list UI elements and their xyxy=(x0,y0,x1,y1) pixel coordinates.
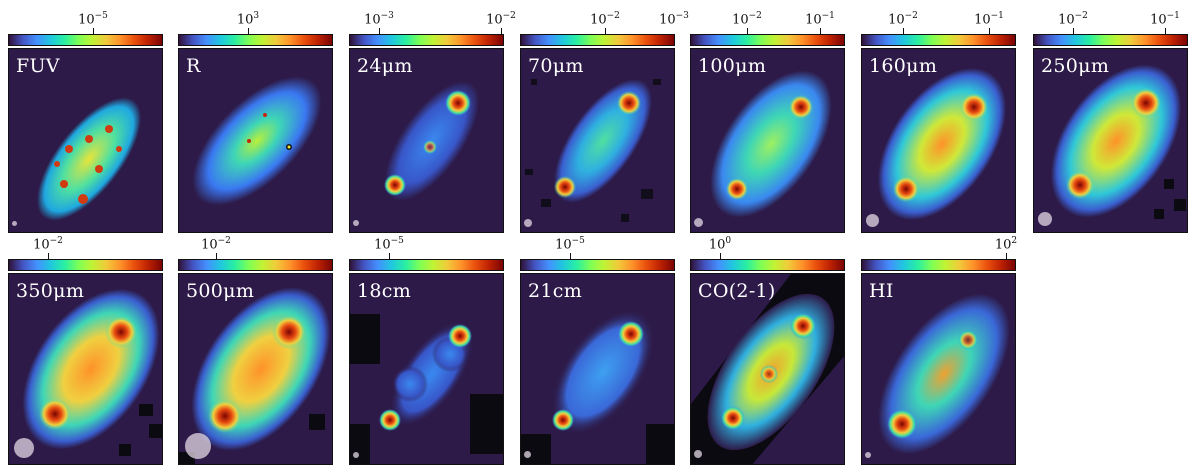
beam-circle xyxy=(353,452,359,458)
colorbar-tick-label: 10−1 xyxy=(805,11,835,28)
colorbar-tick-label: 100 xyxy=(708,236,732,253)
colorbar-tick-label: 10−3 xyxy=(659,11,689,28)
panel-100um: 10−2 10−1 100μm xyxy=(690,8,845,233)
emission-map: FUV xyxy=(8,48,163,233)
colorbar-tick-label: 10−2 xyxy=(1058,11,1088,28)
colorbar-ticks: 10−2 10−1 xyxy=(690,8,845,34)
emission-map: 24μm xyxy=(349,48,504,233)
colorbar-tick-label: 10−5 xyxy=(555,236,585,253)
colorbar-tick-label: 10−2 xyxy=(201,236,231,253)
emission-map: 160μm xyxy=(861,48,1016,233)
band-label: 18cm xyxy=(357,280,412,302)
beam-circle xyxy=(866,214,879,227)
colorbar-ticks: 102 xyxy=(861,233,1018,259)
band-label: R xyxy=(186,55,201,77)
emission-map: CO(2-1) xyxy=(690,273,845,465)
emission-map: 100μm xyxy=(690,48,845,233)
band-label: HI xyxy=(869,280,894,302)
colorbar-tick-label: 10−3 xyxy=(364,11,394,28)
colorbar-ticks: 10−3 10−2 xyxy=(349,8,516,34)
panel-21cm: 10−5 21cm xyxy=(520,233,675,465)
colorbar xyxy=(178,259,333,271)
colorbar xyxy=(349,259,504,271)
band-label: 70μm xyxy=(528,55,584,77)
colorbar-ticks: 10−2 10−3 xyxy=(520,8,689,34)
panel-70um: 10−2 10−3 xyxy=(520,8,689,233)
colorbar-ticks: 10−5 xyxy=(520,233,675,259)
colorbar xyxy=(861,259,1016,271)
colorbar xyxy=(690,259,845,271)
colorbar-ticks: 10−2 10−1 xyxy=(861,8,1016,34)
colorbar xyxy=(690,34,845,46)
emission-map: R xyxy=(178,48,333,233)
beam-circle xyxy=(353,220,359,226)
colorbar-ticks: 100 xyxy=(690,233,845,259)
colorbar-tick-label: 10−5 xyxy=(78,11,108,28)
beam-circle xyxy=(524,451,531,458)
band-label: 160μm xyxy=(869,55,938,77)
panel-500um: 10−2 500μm xyxy=(178,233,333,465)
band-label: 350μm xyxy=(16,280,85,302)
band-label: 100μm xyxy=(698,55,767,77)
band-label: CO(2-1) xyxy=(698,280,776,302)
colorbar xyxy=(8,34,163,46)
colorbar-ticks: 10−2 10−1 xyxy=(1033,8,1188,34)
colorbar-tick-label: 10−5 xyxy=(374,236,404,253)
colorbar-tick-label: 10−2 xyxy=(486,11,516,28)
panel-hi: 102 HI xyxy=(861,233,1018,465)
beam-circle xyxy=(865,452,871,458)
emission-map: 18cm xyxy=(349,273,504,465)
beam-circle xyxy=(185,433,211,459)
panel-24um: 10−3 10−2 24μm xyxy=(349,8,516,233)
colorbar xyxy=(8,259,163,271)
band-label: 500μm xyxy=(186,280,255,302)
panel-r: 103 R xyxy=(178,8,333,233)
colorbar-tick-label: 102 xyxy=(994,236,1018,253)
colorbar-tick-label: 10−1 xyxy=(1150,11,1180,28)
panel-fuv: 10−5 FUV xyxy=(8,8,163,233)
emission-map: HI xyxy=(861,273,1016,465)
colorbar-tick-label: 10−1 xyxy=(974,11,1004,28)
colorbar-tick-label: 10−2 xyxy=(888,11,918,28)
colorbar xyxy=(349,34,504,46)
colorbar xyxy=(861,34,1016,46)
beam-circle xyxy=(524,219,532,227)
colorbar-ticks: 10−5 xyxy=(8,8,163,34)
colorbar xyxy=(1033,34,1188,46)
colorbar-tick-label: 103 xyxy=(236,11,260,28)
colorbar-ticks: 10−2 xyxy=(178,233,333,259)
colorbar xyxy=(520,34,675,46)
beam-circle xyxy=(1038,212,1052,226)
colorbar-tick-label: 10−2 xyxy=(590,11,620,28)
band-label: 250μm xyxy=(1041,55,1110,77)
colorbar-tick-label: 10−2 xyxy=(732,11,762,28)
band-label: 24μm xyxy=(357,55,413,77)
colorbar-tick-label: 10−2 xyxy=(33,236,63,253)
panel-250um: 10−2 10−1 250μm xyxy=(1033,8,1188,233)
colorbar xyxy=(520,259,675,271)
panel-18cm: 10−5 18cm xyxy=(349,233,504,465)
colorbar xyxy=(178,34,333,46)
beam-circle xyxy=(14,438,34,458)
panel-350um: 10−2 350μm xyxy=(8,233,163,465)
colorbar-ticks: 10−5 xyxy=(349,233,504,259)
panel-160um: 10−2 10−1 160μm xyxy=(861,8,1016,233)
emission-map: 350μm xyxy=(8,273,163,465)
colorbar-ticks: 10−2 xyxy=(8,233,163,259)
emission-map: 70μm xyxy=(520,48,675,233)
beam-circle xyxy=(12,221,17,226)
emission-map: 21cm xyxy=(520,273,675,465)
colorbar-ticks: 103 xyxy=(178,8,333,34)
panel-co21: 100 CO(2-1) xyxy=(690,233,845,465)
band-label: FUV xyxy=(16,55,60,77)
emission-map: 250μm xyxy=(1033,48,1188,233)
band-label: 21cm xyxy=(528,280,583,302)
beam-circle xyxy=(694,218,703,227)
beam-circle xyxy=(694,450,702,458)
emission-map: 500μm xyxy=(178,273,333,465)
